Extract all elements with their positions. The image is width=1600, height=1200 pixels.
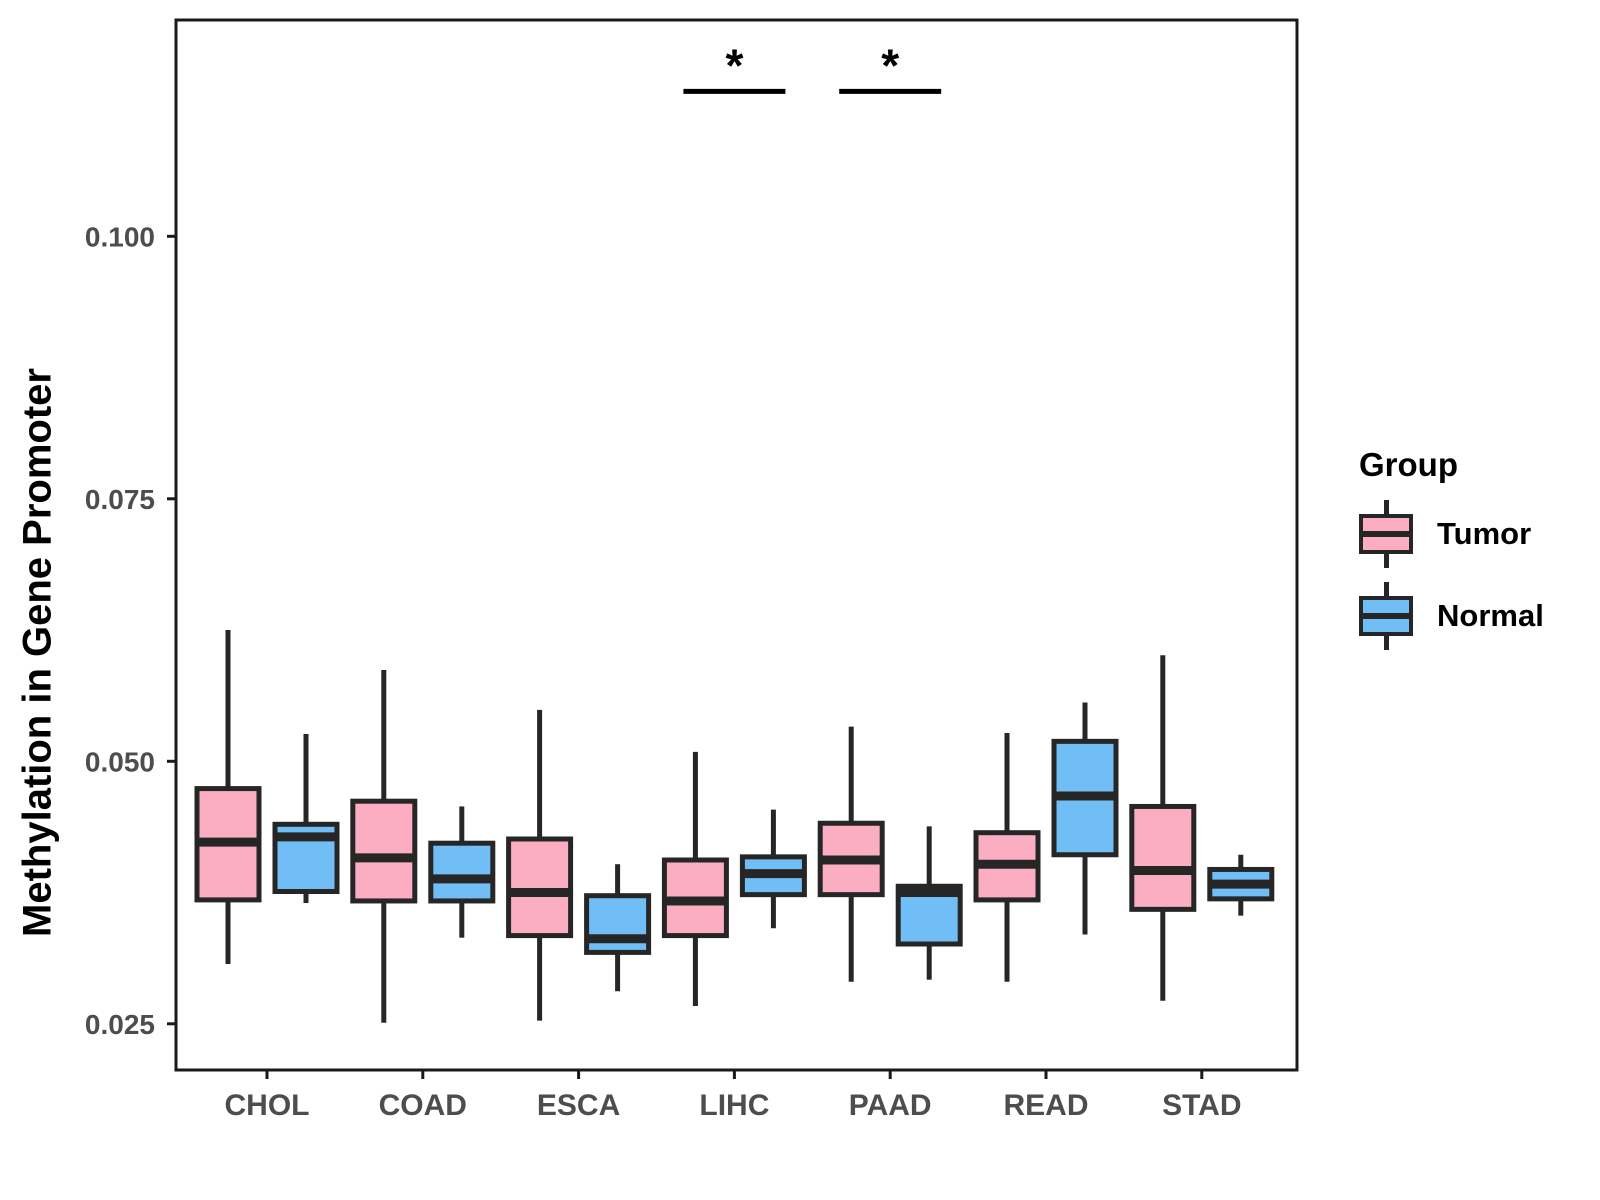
y-tick-label: 0.025 bbox=[85, 1009, 155, 1040]
x-tick-label-coad: COAD bbox=[379, 1089, 467, 1122]
x-tick-label-read: READ bbox=[1003, 1089, 1088, 1122]
x-tick-label-paad: PAAD bbox=[849, 1089, 932, 1122]
legend-label: Tumor bbox=[1437, 516, 1532, 551]
box-coad-tumor bbox=[350, 798, 418, 904]
legend-item-tumor: Tumor bbox=[1359, 500, 1544, 568]
plot-panel-border bbox=[174, 18, 1299, 1072]
box-esca-tumor bbox=[506, 836, 574, 939]
x-tick-label-stad: STAD bbox=[1162, 1089, 1241, 1122]
y-tick-label: 0.050 bbox=[85, 746, 155, 777]
legend-items: Tumor Normal bbox=[1335, 500, 1544, 650]
x-tick-label-chol: CHOL bbox=[225, 1089, 310, 1122]
legend-boxplot-icon bbox=[1359, 582, 1413, 650]
x-tick-label-lihc: LIHC bbox=[699, 1089, 769, 1122]
legend-label: Normal bbox=[1437, 598, 1544, 633]
box-esca-normal bbox=[584, 893, 652, 955]
significance-star-paad: * bbox=[881, 39, 899, 91]
x-tick-label-esca: ESCA bbox=[537, 1089, 620, 1122]
legend-item-normal: Normal bbox=[1359, 582, 1544, 650]
legend: Group Tumor Normal bbox=[1335, 446, 1544, 664]
significance-star-lihc: * bbox=[725, 39, 743, 91]
y-tick-label: 0.075 bbox=[85, 484, 155, 515]
box-stad-tumor bbox=[1129, 803, 1197, 912]
legend-title: Group bbox=[1359, 446, 1458, 483]
y-axis-title: Methylation in Gene Promoter bbox=[15, 368, 60, 937]
box-coad-normal bbox=[428, 840, 496, 904]
y-tick-label: 0.100 bbox=[85, 221, 155, 252]
legend-boxplot-icon bbox=[1359, 500, 1413, 568]
